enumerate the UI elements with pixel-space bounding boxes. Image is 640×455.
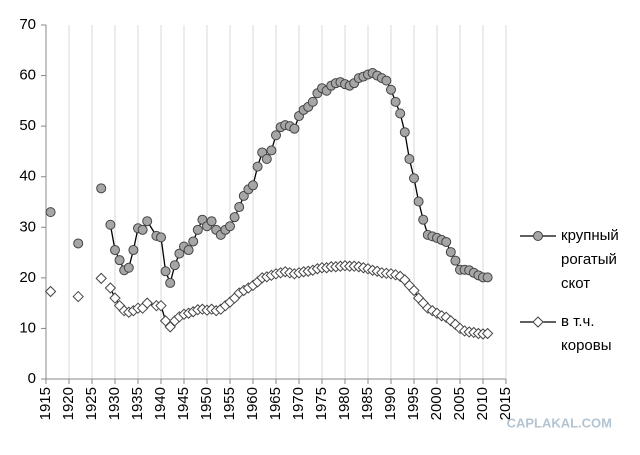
data-point [206,216,217,227]
data-point [104,282,117,294]
data-point [72,290,84,303]
data-point [45,207,56,218]
x-tick-label: 1960 [244,387,261,420]
y-tick-label: 40 [19,168,36,185]
data-point [482,272,493,283]
data-point [73,238,84,249]
data-point [183,245,194,256]
x-tick-label: 1935 [129,387,146,420]
data-point [390,96,401,107]
data-point [109,292,121,304]
x-tick-label: 2005 [451,387,468,420]
x-tick-label: 1915 [37,387,54,420]
x-tick-label: 2015 [497,387,514,420]
data-point [252,161,263,172]
data-point [441,236,452,247]
data-point [289,123,300,134]
x-tick-label: 1980 [336,387,353,420]
data-point [44,285,57,298]
x-tick-label: 1955 [221,387,238,420]
data-point [110,245,120,256]
x-tick-label: 1995 [405,387,422,420]
data-point [141,297,153,309]
data-point [169,260,180,271]
x-tick-label: 1965 [267,387,284,420]
data-point [165,277,176,288]
x-tick-label: 1970 [290,387,307,420]
data-point [399,127,410,138]
data-point [123,262,134,273]
x-tick-label: 1945 [175,387,192,420]
data-point [440,311,452,324]
data-point [445,315,457,327]
data-point [381,75,392,86]
x-tick-label: 1985 [359,387,376,420]
x-tick-label: 1930 [106,387,123,420]
y-tick-label: 10 [19,319,36,336]
data-point [174,248,185,259]
data-point [156,232,166,243]
legend-marker [532,316,544,328]
data-point [413,196,424,207]
data-point [409,173,419,184]
data-point [188,236,199,247]
data-point [137,224,148,235]
x-tick-label: 1940 [152,387,169,420]
watermark: CAPLAKAL.COM [507,415,612,430]
data-point [271,130,281,141]
x-tick-label: 1950 [198,387,215,420]
data-point [307,96,318,107]
data-point [234,202,245,213]
data-point [105,219,116,230]
y-tick-label: 20 [19,269,36,286]
data-point [395,108,406,119]
x-tick-label: 1925 [83,387,100,420]
y-tick-label: 30 [19,218,36,235]
x-tick-label: 2010 [474,387,491,420]
y-tick-label: 0 [28,370,36,387]
data-point [408,284,420,297]
data-point [418,214,429,225]
data-point [114,255,125,266]
data-point [481,327,494,340]
y-tick-label: 60 [19,67,36,84]
data-point [266,145,277,156]
data-point [248,180,258,191]
data-point [192,224,203,235]
x-tick-label: 1990 [382,387,399,420]
data-point [96,183,107,194]
data-point [450,255,461,266]
x-tick-label: 1920 [60,387,77,420]
legend-marker [533,231,543,241]
data-point [229,212,240,223]
data-point [261,154,272,165]
x-tick-label: 1975 [313,387,330,420]
data-point [225,221,235,232]
x-tick-label: 2000 [428,387,445,420]
legend-label: в т.ч. коровы [561,313,612,354]
legend-label: крупный рогатый скот [561,227,619,292]
data-point [386,84,396,95]
data-point [404,154,415,165]
y-tick-label: 70 [19,16,36,33]
data-point [142,216,153,227]
data-point [128,245,139,256]
data-point [445,247,456,258]
data-point [160,266,171,277]
data-point [155,299,167,312]
data-point [95,272,107,285]
y-tick-label: 50 [19,117,36,134]
